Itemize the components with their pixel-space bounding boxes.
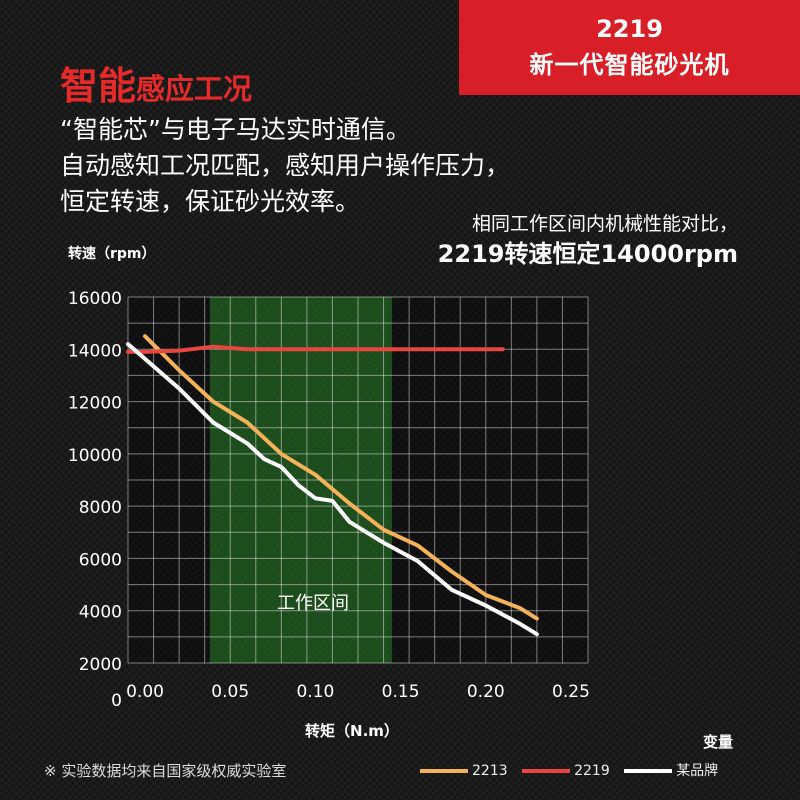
legend-label: 某品牌	[676, 763, 719, 779]
legend: 2213 2219 某品牌	[420, 760, 728, 780]
y-tick-label: 10000	[68, 446, 122, 466]
intro-line: “智能芯”与电子马达实时通信。	[60, 115, 411, 144]
legend-item-2213: 2213	[420, 763, 508, 779]
comparison-note: 相同工作区间内机械性能对比， 2219转速恒定14000rpm	[438, 210, 738, 270]
working-zone-band	[209, 297, 393, 663]
plot-area	[128, 297, 588, 663]
y-tick-label: 16000	[68, 289, 122, 309]
model-badge: 2219 新一代智能砂光机	[459, 0, 800, 95]
legend-label: 2213	[472, 763, 508, 779]
y-tick-label: 12000	[68, 394, 122, 414]
y-tick-label: 4000	[79, 603, 122, 623]
working-zone	[209, 297, 393, 663]
legend-item-2219: 2219	[522, 763, 610, 779]
comparison-line-1: 相同工作区间内机械性能对比，	[471, 213, 738, 235]
y-tick-label: 14000	[68, 341, 122, 361]
x-tick-label: 0.05	[211, 682, 249, 702]
x-tick-label: 0.25	[552, 682, 590, 702]
footnote: ※ 实验数据均来自国家级权威实验室	[44, 762, 287, 780]
intro-line: 恒定转速，保证砂光效率。	[60, 187, 361, 216]
working-zone-label: 工作区间	[277, 593, 349, 614]
badge-model: 2219	[596, 15, 663, 43]
y-tick-label: 8000	[79, 498, 122, 518]
intro-line: 自动感知工况匹配，感知用户操作压力，	[60, 151, 511, 180]
x-axis-label: 转矩（N.m）	[305, 722, 399, 740]
x-tick-label: 0.10	[296, 682, 334, 702]
y-tick-label-zero: 0	[111, 691, 122, 711]
intro-text: “智能芯”与电子马达实时通信。 自动感知工况匹配，感知用户操作压力， 恒定转速，…	[60, 112, 510, 220]
headline-big: 智能	[60, 64, 137, 108]
legend-title: 变量	[703, 733, 734, 751]
legend-item-other-brand: 某品牌	[624, 760, 718, 780]
legend-label: 2219	[574, 763, 610, 779]
y-tick-label: 6000	[79, 550, 122, 570]
headline: 智能感应工况	[60, 55, 252, 110]
series-other-brand-line	[126, 342, 539, 637]
series-2219-line	[126, 344, 505, 354]
legend-swatch	[522, 769, 571, 773]
legend-swatch	[624, 769, 673, 773]
x-tick-label: 0.15	[382, 682, 420, 702]
badge-product-name: 新一代智能砂光机	[529, 51, 730, 79]
y-axis-label: 转速（rpm）	[68, 245, 156, 262]
series-lines	[126, 334, 539, 637]
series-2213-line	[143, 334, 539, 621]
headline-small: 感应工况	[136, 72, 253, 106]
legend-swatch	[420, 769, 468, 773]
y-tick-label: 2000	[79, 655, 122, 675]
comparison-line-2: 2219转速恒定14000rpm	[437, 240, 738, 268]
x-tick-label: 0.00	[126, 682, 164, 702]
x-tick-label: 0.20	[467, 682, 505, 702]
plot-background	[128, 297, 588, 663]
